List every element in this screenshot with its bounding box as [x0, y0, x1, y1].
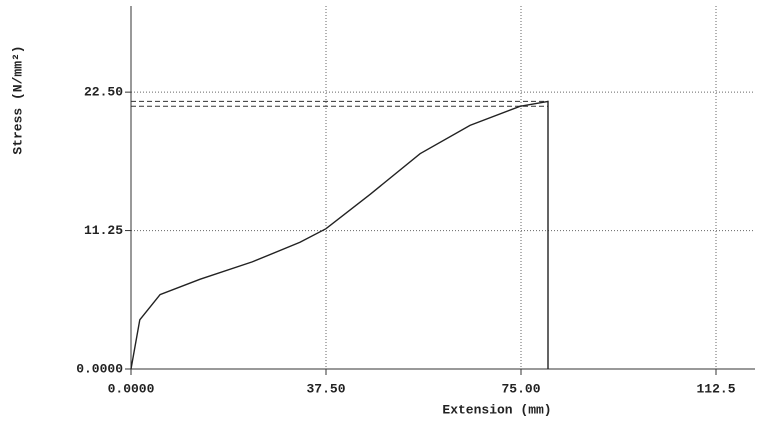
y-tick-label: 11.25	[84, 223, 123, 238]
x-tick-label: 75.00	[501, 381, 540, 396]
y-axis-label: Stress (N/mm²)	[10, 45, 25, 154]
y-tick-label: 0.0000	[76, 361, 123, 376]
data-line	[130, 100, 549, 370]
x-axis-label: Extension (mm)	[442, 402, 551, 417]
x-tick-label: 0.0000	[108, 381, 155, 396]
x-tick-label: 37.50	[306, 381, 345, 396]
y-tick-label: 22.50	[84, 85, 123, 100]
x-tick-label: 112.5	[696, 381, 735, 396]
